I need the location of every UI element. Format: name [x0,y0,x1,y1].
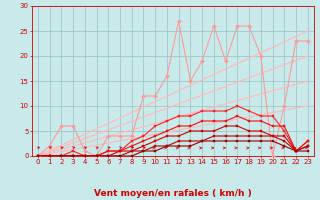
Text: Vent moyen/en rafales ( km/h ): Vent moyen/en rafales ( km/h ) [94,189,252,198]
